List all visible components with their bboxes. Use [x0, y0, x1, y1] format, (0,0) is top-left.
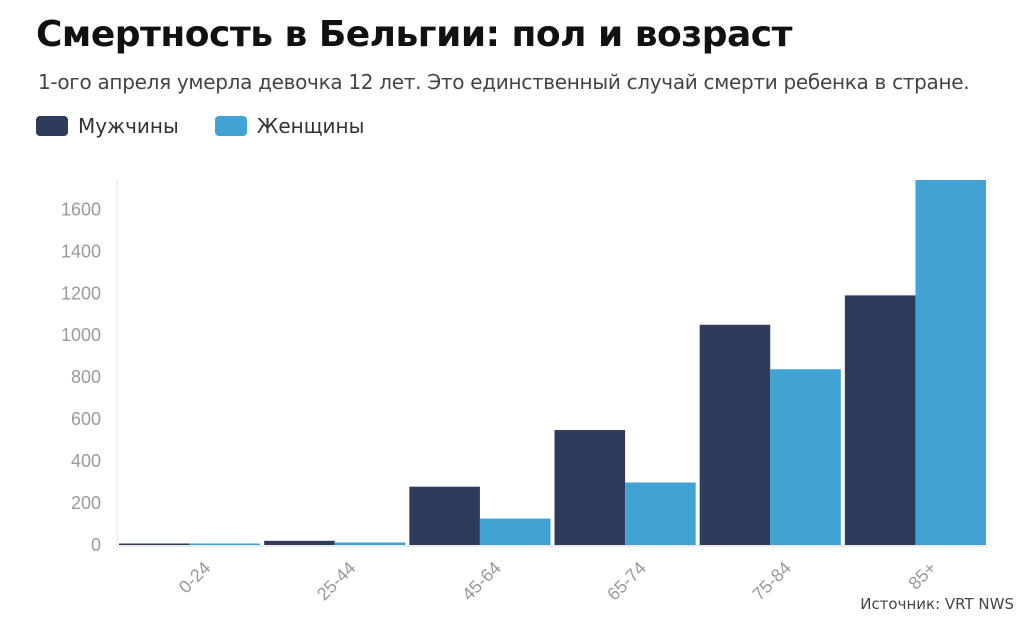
legend-item-women: Женщины [214, 114, 365, 138]
y-tick-label: 1600 [61, 199, 101, 219]
bar-women-85+ [915, 180, 986, 545]
bar-men-65-74 [554, 430, 626, 545]
legend: Мужчины Женщины [36, 114, 400, 138]
y-tick-label: 600 [71, 409, 101, 429]
y-tick-label: 400 [71, 451, 101, 471]
x-category-label: 65-74 [603, 558, 650, 605]
bar-women-65-74 [625, 482, 696, 545]
x-category-label: 75-84 [748, 558, 795, 605]
bar-women-0-24 [189, 543, 261, 545]
chart-title: Смертность в Бельгии: пол и возраст [36, 14, 792, 55]
bar-men-45-64 [409, 486, 480, 545]
x-category-label: 0-24 [175, 558, 215, 598]
chart-subtitle: 1-ого апреля умерла девочка 12 лет. Это … [38, 70, 970, 94]
y-tick-label: 800 [71, 367, 101, 387]
x-category-label: 45-64 [458, 558, 505, 605]
x-category-label: 85+ [905, 558, 941, 594]
y-tick-label: 1400 [61, 241, 101, 261]
legend-item-men: Мужчины [36, 114, 179, 138]
y-tick-label: 200 [71, 493, 101, 513]
source-note: Источник: VRT NWS [860, 595, 1014, 613]
y-tick-label: 1200 [61, 283, 101, 303]
bar-men-0-24 [119, 543, 190, 545]
bar-men-85+ [844, 295, 916, 545]
legend-swatch-men [36, 116, 68, 136]
bar-men-75-84 [699, 324, 771, 545]
legend-label-women: Женщины [256, 114, 365, 138]
x-category-label: 25-44 [313, 558, 360, 605]
bar-women-75-84 [770, 369, 841, 545]
legend-label-men: Мужчины [78, 114, 179, 138]
y-tick-label: 1000 [61, 325, 101, 345]
bar-women-45-64 [479, 518, 551, 545]
bar-women-25-44 [334, 542, 406, 545]
legend-swatch-women [214, 116, 247, 136]
bar-men-25-44 [264, 540, 335, 545]
y-tick-label: 0 [91, 535, 101, 555]
